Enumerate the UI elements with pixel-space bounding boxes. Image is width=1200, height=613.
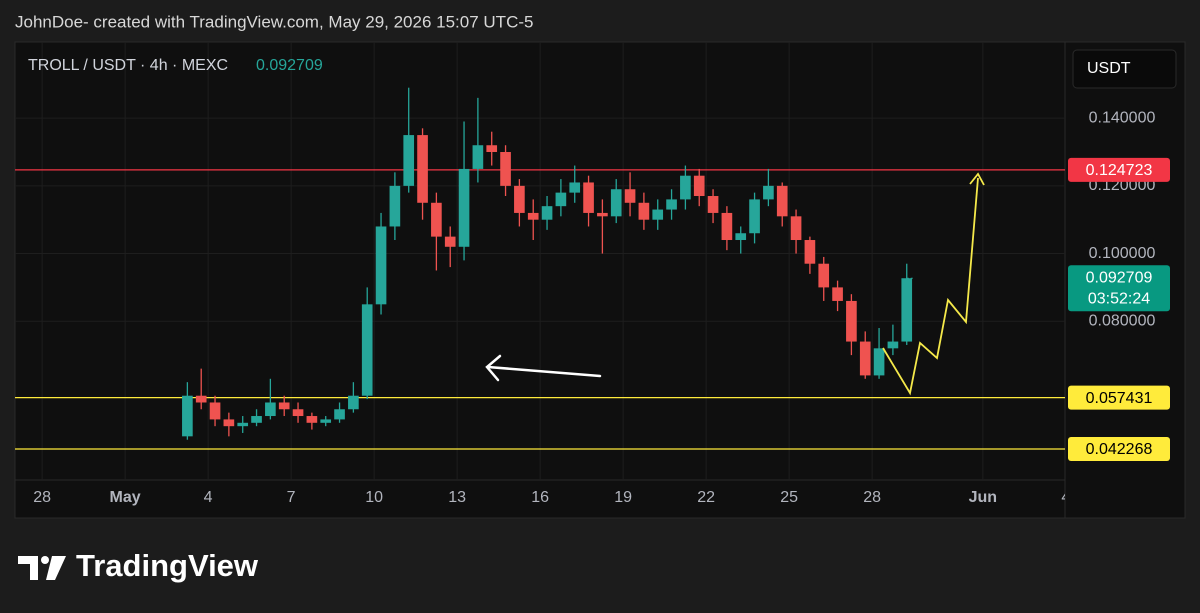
candle-body xyxy=(846,300,857,342)
candle-body xyxy=(500,152,511,186)
x-tick-label: May xyxy=(110,489,141,506)
x-tick-label: 28 xyxy=(863,489,881,506)
y-tick-label: 0.100000 xyxy=(1089,245,1156,262)
candle-body xyxy=(514,185,525,213)
last-price-box xyxy=(1068,265,1170,312)
arrow-drawing xyxy=(485,354,602,382)
candle-body xyxy=(597,212,608,217)
candle-body xyxy=(486,145,498,153)
currency-button[interactable] xyxy=(1072,49,1177,89)
candle-body xyxy=(776,185,788,217)
brand: TradingView xyxy=(76,548,259,583)
projection-drawing xyxy=(882,172,985,396)
candle-body xyxy=(693,175,705,197)
candle-body xyxy=(237,422,249,427)
candle-body xyxy=(569,182,581,193)
price-label: 0.124723 xyxy=(1086,162,1153,179)
candles xyxy=(182,87,915,440)
candle-body xyxy=(320,419,332,423)
candle-body xyxy=(182,395,193,437)
candle-body xyxy=(403,135,415,186)
candle-body xyxy=(735,233,747,241)
candle-body xyxy=(887,341,899,349)
candle-body xyxy=(610,189,622,217)
x-tick-label: 16 xyxy=(531,489,549,506)
last-price-label: 0.092709 xyxy=(1086,269,1153,286)
x-tick-label: 28 xyxy=(33,489,51,506)
candle-body xyxy=(707,196,719,213)
candle-body xyxy=(680,175,691,200)
candle-body xyxy=(361,304,373,396)
candle-body xyxy=(624,189,636,203)
x-tick-label: 25 xyxy=(780,489,798,506)
candle-body xyxy=(389,185,401,227)
candle-body xyxy=(652,209,664,220)
candle-body xyxy=(265,402,276,417)
header-price: 0.092709 xyxy=(256,57,323,74)
y-tick-label: 0.140000 xyxy=(1089,109,1156,126)
grid xyxy=(15,42,1065,480)
candle-body xyxy=(251,416,262,423)
candle-body xyxy=(873,348,885,376)
candle-body xyxy=(334,409,345,420)
candle-body xyxy=(527,212,539,220)
brand-logo xyxy=(18,556,66,580)
price-label: 0.057431 xyxy=(1086,390,1153,407)
chart-panel xyxy=(14,41,1186,519)
credit: JohnDoe- created with TradingView.com, M… xyxy=(15,12,533,31)
countdown: 03:52:24 xyxy=(1088,290,1150,307)
candle-body xyxy=(209,402,221,420)
price-labels: 0.124723 0.057431 0.042268 0.092709 03:52:24 xyxy=(1068,157,1170,461)
candle-body xyxy=(901,278,913,342)
x-tick-label: 7 xyxy=(287,489,296,506)
candle-body xyxy=(541,206,553,220)
price-label-box xyxy=(1068,157,1170,182)
candle-body xyxy=(195,395,207,403)
price-label-box xyxy=(1068,436,1170,461)
candle-body xyxy=(417,135,428,203)
chart-title: TROLL / USDT · 4h · MEXC xyxy=(28,57,228,74)
x-tick-label: 13 xyxy=(448,489,466,506)
x-tick-label: 22 xyxy=(697,489,715,506)
candle-body xyxy=(790,216,802,241)
candle-body xyxy=(292,409,304,417)
x-tick-label: 4 xyxy=(204,489,213,506)
candle-body xyxy=(223,419,235,427)
candle-body xyxy=(859,341,871,376)
x-axis: 28 May 4 7 10 13 16 19 22 25 28 Jun 4 xyxy=(33,489,1070,506)
candle-body xyxy=(583,182,594,213)
candle-body xyxy=(749,199,760,234)
currency-label[interactable]: USDT xyxy=(1087,60,1131,77)
candle-body xyxy=(666,199,677,210)
candle-body xyxy=(818,263,830,288)
candle-body xyxy=(348,395,359,410)
candle-body xyxy=(444,236,456,247)
candle-body xyxy=(458,168,470,247)
candle-body xyxy=(472,145,484,169)
price-label-box xyxy=(1068,385,1170,410)
x-tick-label: Jun xyxy=(969,489,997,506)
candle-body xyxy=(431,202,442,237)
candle-body xyxy=(375,226,387,305)
y-tick-label: 0.080000 xyxy=(1089,312,1156,329)
candle-body xyxy=(638,202,650,220)
candle-body xyxy=(555,192,567,207)
x-tick-label: 10 xyxy=(365,489,383,506)
candle-body xyxy=(804,240,816,264)
candle-body xyxy=(721,212,733,241)
candle-body xyxy=(306,416,318,423)
price-label: 0.042268 xyxy=(1086,441,1153,458)
candle-body xyxy=(763,185,774,200)
x-tick-label: 4 xyxy=(1061,489,1070,506)
candle-body xyxy=(832,287,843,301)
x-tick-label: 19 xyxy=(614,489,632,506)
candle-body xyxy=(278,402,290,410)
